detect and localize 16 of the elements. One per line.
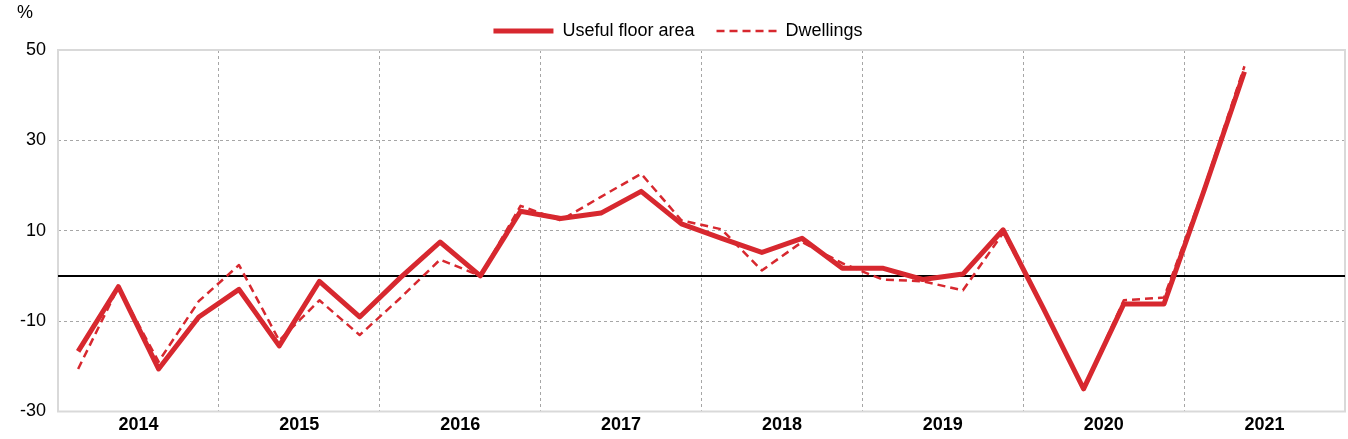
legend-label: Dwellings	[785, 19, 863, 40]
y-tick-label: -10	[20, 310, 47, 331]
x-tick-label: 2016	[440, 414, 481, 435]
x-tick-label: 2018	[761, 414, 802, 435]
y-tick-label: 30	[25, 129, 47, 150]
x-tick-label: 2015	[279, 414, 320, 435]
y-tick-label: 10	[25, 219, 47, 240]
y-tick-label: 50	[25, 38, 47, 59]
legend-label: Useful floor area	[562, 19, 696, 40]
x-tick-label: 2017	[601, 414, 642, 435]
x-tick-label: 2019	[922, 414, 963, 435]
x-tick-label: 2014	[118, 414, 159, 435]
y-tick-label: -30	[20, 400, 47, 421]
x-tick-label: 2020	[1083, 414, 1124, 435]
y-axis-title: %	[17, 1, 34, 22]
x-tick-label: 2021	[1244, 414, 1285, 435]
